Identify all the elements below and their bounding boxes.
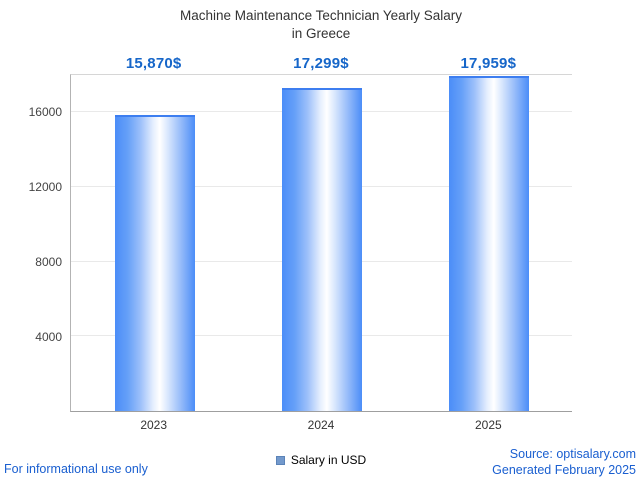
x-tick-label: 2023 [140, 418, 168, 432]
disclaimer-text: For informational use only [4, 462, 148, 476]
bar-2025 [448, 75, 529, 411]
x-tick-label: 2025 [474, 418, 502, 432]
legend-label: Salary in USD [290, 453, 367, 467]
bar-value-label: 17,959$ [460, 54, 517, 72]
bar-2023 [114, 114, 195, 411]
bar-value-label: 17,299$ [293, 54, 349, 72]
chart-title-line2: in Greece [291, 26, 351, 42]
bar-2024 [281, 88, 362, 411]
generated-date: Generated February 2025 [492, 462, 636, 477]
legend: Salary in USD [0, 453, 642, 467]
y-tick-label: 16000 [28, 104, 62, 119]
legend-swatch-icon [275, 455, 285, 465]
bars [71, 75, 572, 411]
value-labels: 15,870$ 17,299$ 17,959$ [70, 52, 572, 74]
chart-title-line1: Machine Maintenance Technician Yearly Sa… [180, 8, 462, 23]
bar-value-label: 15,870$ [125, 54, 182, 72]
y-tick-label: 8000 [35, 254, 62, 269]
x-tick-label: 2024 [307, 418, 335, 432]
chart-title: Machine Maintenance Technician Yearly Sa… [0, 7, 642, 43]
plot-area [70, 74, 572, 412]
x-axis-labels: 2023 2024 2025 [70, 417, 572, 433]
y-tick-label: 12000 [28, 179, 62, 194]
source-block: Source: optisalary.com Generated Februar… [492, 446, 636, 479]
y-tick-label: 4000 [35, 329, 62, 344]
y-axis-labels: 4000 8000 12000 16000 [14, 74, 66, 412]
source-link[interactable]: Source: optisalary.com [509, 446, 636, 461]
